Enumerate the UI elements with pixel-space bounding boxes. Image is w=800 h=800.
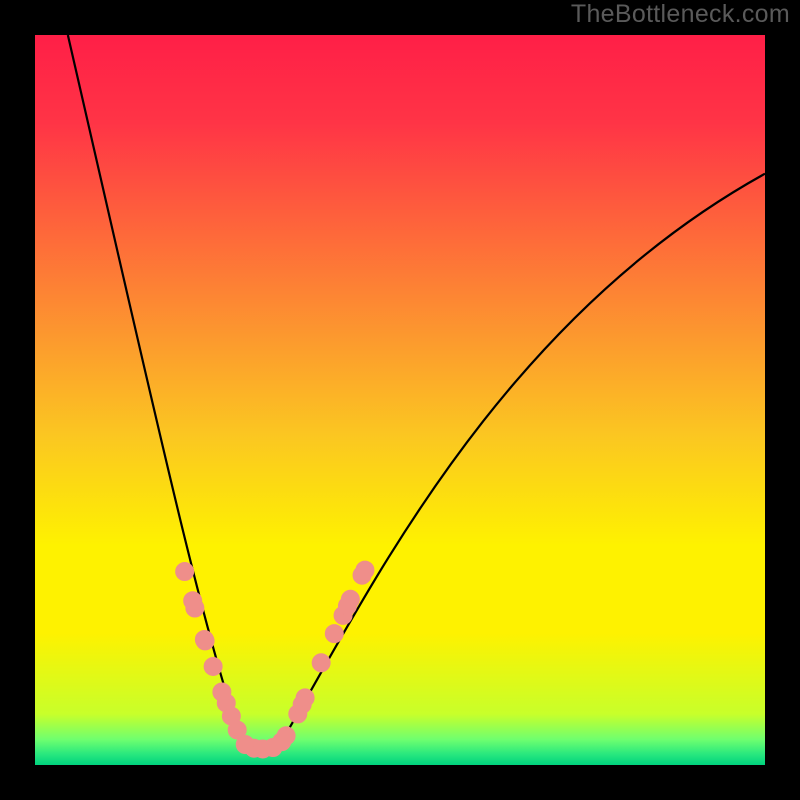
data-marker xyxy=(296,689,314,707)
stage: TheBottleneck.com xyxy=(0,0,800,800)
data-marker xyxy=(341,590,359,608)
data-marker xyxy=(312,654,330,672)
plot-background xyxy=(35,35,765,765)
data-marker xyxy=(196,632,214,650)
data-marker xyxy=(204,657,222,675)
data-marker xyxy=(325,625,343,643)
chart-svg xyxy=(0,0,800,800)
data-marker xyxy=(356,561,374,579)
watermark-text: TheBottleneck.com xyxy=(571,0,790,29)
data-marker xyxy=(186,599,204,617)
data-marker xyxy=(277,727,295,745)
data-marker xyxy=(176,563,194,581)
